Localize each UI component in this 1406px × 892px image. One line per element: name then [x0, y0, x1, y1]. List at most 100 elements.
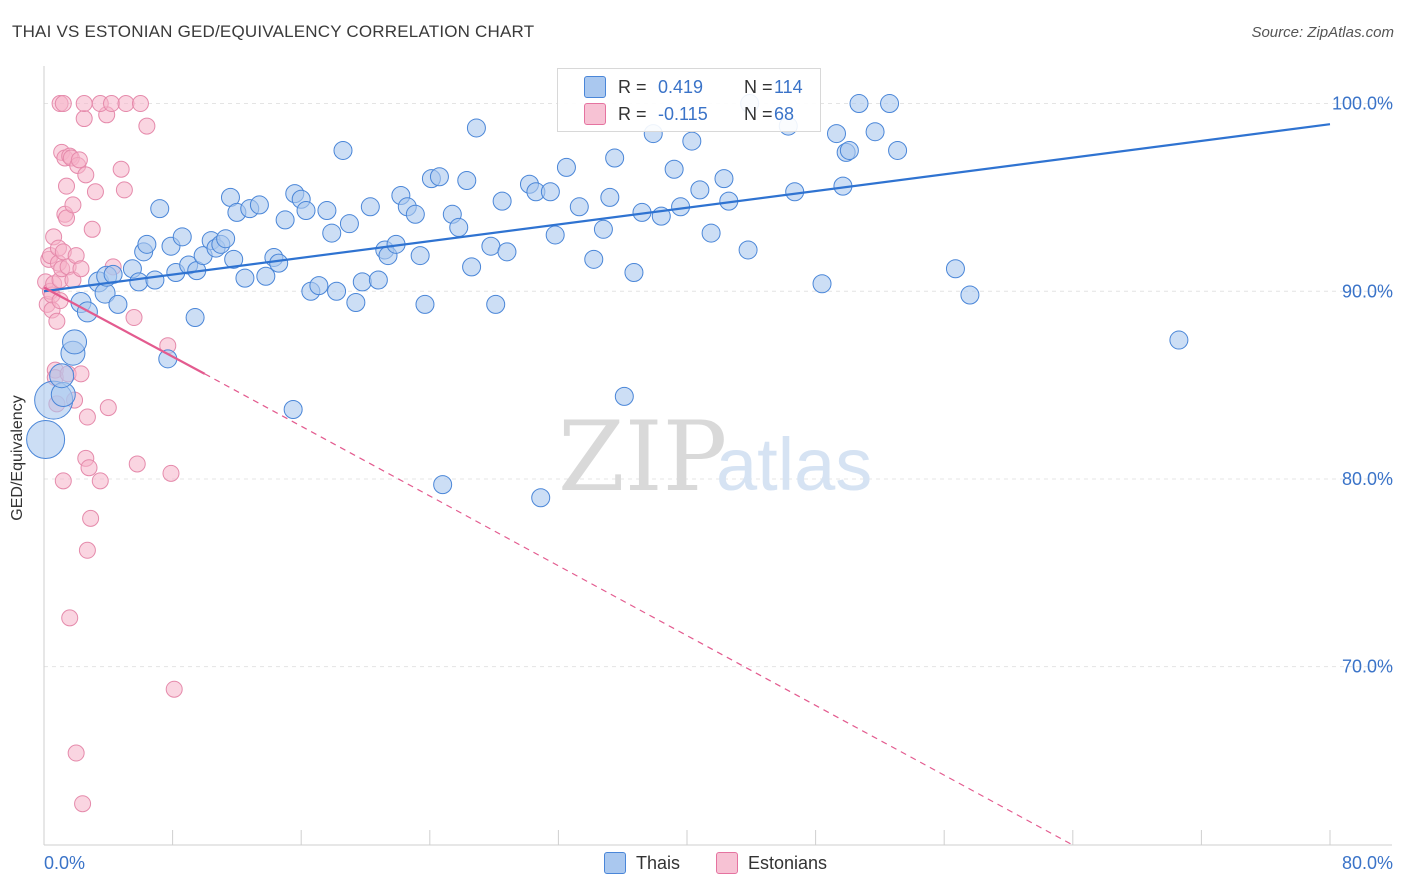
estonians-point [131, 95, 149, 113]
estonians-point [115, 181, 133, 199]
source-label: Source: ZipAtlas.com [1251, 24, 1394, 41]
thais-point [410, 246, 430, 266]
thais-point [368, 270, 388, 290]
thais-point [269, 253, 289, 273]
legend-r-label: R = [618, 76, 647, 97]
thais-point [137, 234, 157, 254]
thais-point [339, 214, 359, 234]
thais-point [785, 182, 805, 202]
estonians-point [78, 541, 96, 559]
series-swatch-thais [604, 852, 626, 874]
thais-point [664, 159, 684, 179]
thais-point [172, 227, 192, 247]
thais-point [150, 199, 170, 219]
estonians-point [48, 312, 66, 330]
estonians-point [165, 680, 183, 698]
thais-point [584, 249, 604, 269]
estonians-point [54, 472, 72, 490]
estonians-point [72, 260, 90, 278]
thais-point [405, 204, 425, 224]
thais-point [346, 293, 366, 313]
tick-labels: 70.0% 80.0% 90.0% 100.0% 0.0% 80.0% [44, 94, 1393, 873]
thais-point [429, 167, 449, 187]
estonians-point [83, 220, 101, 238]
thais-point [283, 400, 303, 420]
thais-point [462, 257, 482, 277]
y-tick-label: 70.0% [1342, 657, 1393, 677]
estonians-point [67, 744, 85, 762]
watermark-atlas: atlas [716, 423, 872, 506]
thais-point [738, 240, 758, 260]
estonians-point [72, 365, 90, 383]
trend-lines [43, 123, 1331, 846]
thais-point [322, 223, 342, 243]
series-legend-estonians[interactable]: Estonians [716, 852, 827, 874]
thais-point [481, 236, 501, 256]
thais-point [531, 488, 551, 508]
thais-point [129, 272, 149, 292]
estonians-point [162, 464, 180, 482]
y-axis-label: GED/Equivalency [9, 395, 26, 521]
estonians-point [99, 399, 117, 417]
thais-point [1169, 330, 1189, 350]
thais-point [600, 187, 620, 207]
legend-row-estonians: R = -0.115 N = 68 [584, 102, 814, 126]
estonians-point [128, 455, 146, 473]
estonians-point [138, 117, 156, 135]
thais-point [826, 124, 846, 144]
legend-r-label: R = [618, 103, 647, 124]
thais-point [224, 249, 244, 269]
thais-point [593, 219, 613, 239]
thais-point [249, 195, 269, 215]
legend-n-label: N = [744, 103, 773, 124]
thais-point [49, 363, 75, 389]
thais-point [145, 270, 165, 290]
thais-point [62, 329, 88, 355]
thais-point [216, 229, 236, 249]
estonians-point [75, 95, 93, 113]
thais-point [449, 217, 469, 237]
thais-point [415, 294, 435, 314]
series-legend: Thais Estonians [0, 852, 1406, 876]
series-legend-thais[interactable]: Thais [604, 852, 680, 874]
legend-n-value: 68 [774, 103, 795, 124]
legend-r-value: 0.419 [658, 76, 704, 97]
y-tick-label: 90.0% [1342, 281, 1393, 301]
thais-point [605, 148, 625, 168]
thais-point [556, 157, 576, 177]
thais-point [296, 201, 316, 221]
thais-point [360, 197, 380, 217]
estonians-point [64, 196, 82, 214]
thais-point [540, 182, 560, 202]
thais-point [333, 140, 353, 160]
thais-point [457, 171, 477, 191]
estonians-point [58, 177, 76, 195]
legend: R = 0.419 N = 114 R = -0.115 N = 68 [557, 68, 821, 132]
legend-n-value: 114 [774, 76, 803, 97]
legend-row-thais: R = 0.419 N = 114 [584, 75, 814, 99]
legend-swatch-estonians [584, 103, 606, 125]
x-tick-label: 80.0% [1342, 853, 1393, 873]
thais-point [26, 420, 66, 460]
thais-point [433, 475, 453, 495]
estonians-point [70, 151, 88, 169]
estonians-point [78, 408, 96, 426]
thais-point [849, 94, 869, 114]
thais-point [497, 242, 517, 262]
thais-point [690, 180, 710, 200]
estonians-point [117, 95, 135, 113]
thais-point [352, 272, 372, 292]
x-tick-label: 0.0% [44, 853, 85, 873]
estonians-trend-line [43, 286, 206, 375]
grid-lines [44, 103, 1392, 668]
estonians-point [125, 309, 143, 327]
thais-point [235, 268, 255, 288]
estonians-point [80, 459, 98, 477]
thais-point [275, 210, 295, 230]
chart-title: THAI VS ESTONIAN GED/EQUIVALENCY CORRELA… [12, 22, 535, 41]
legend-swatch-thais [584, 76, 606, 98]
thais-point [812, 274, 832, 294]
estonians-point [75, 110, 93, 128]
thais-trend-line [43, 123, 1331, 293]
thais-point [880, 94, 900, 114]
